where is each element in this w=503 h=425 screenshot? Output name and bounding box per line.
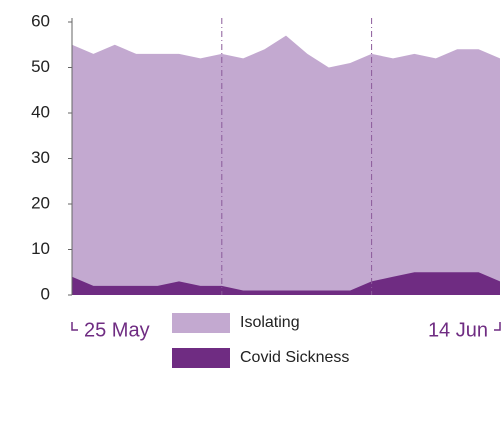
y-tick-label: 20 bbox=[31, 193, 50, 212]
legend-label: Isolating bbox=[240, 314, 300, 331]
area bbox=[72, 35, 500, 296]
y-tick-label: 30 bbox=[31, 148, 50, 167]
x-tick-label: 14 Jun bbox=[428, 319, 488, 341]
y-tick-label: 50 bbox=[31, 57, 50, 76]
y-tick-label: 10 bbox=[31, 239, 50, 258]
x-bracket bbox=[494, 322, 501, 331]
y-tick-label: 40 bbox=[31, 102, 50, 121]
area bbox=[72, 272, 500, 295]
x-bracket bbox=[71, 322, 78, 331]
legend-label: Covid Sickness bbox=[240, 349, 349, 366]
legend-swatch bbox=[172, 313, 230, 333]
legend-swatch bbox=[172, 348, 230, 368]
x-tick-label: 25 May bbox=[84, 319, 150, 341]
y-tick-label: 0 bbox=[41, 284, 50, 303]
y-tick-label: 60 bbox=[31, 11, 50, 30]
